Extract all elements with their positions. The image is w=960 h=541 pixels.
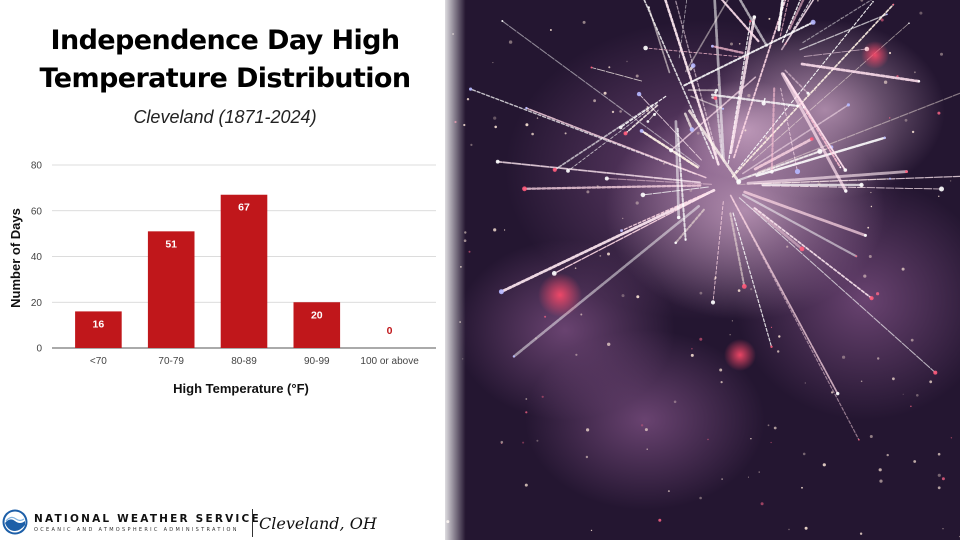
- agency-name: NATIONAL WEATHER SERVICE: [34, 513, 261, 525]
- subtitle: Cleveland (1871-2024): [0, 107, 450, 128]
- bar-value-label: 0: [387, 325, 393, 337]
- bar-value-label: 51: [165, 238, 177, 250]
- office-name: Cleveland, OH: [259, 514, 377, 533]
- y-tick-label: 20: [31, 298, 43, 309]
- footer: NATIONAL WEATHER SERVICE OCEANIC AND ATM…: [0, 505, 445, 541]
- title-line-2: Temperature Distribution: [0, 60, 450, 98]
- bar-value-label: 67: [238, 202, 250, 214]
- y-axis-ticks: 0 20 40 60 80: [31, 161, 43, 355]
- y-tick-label: 60: [31, 206, 43, 217]
- x-tick-label: 70-79: [158, 356, 184, 367]
- x-tick-label: <70: [90, 356, 107, 367]
- bar: [221, 195, 268, 348]
- x-tick-label: 100 or above: [360, 356, 419, 367]
- title-line-1: Independence Day High: [0, 22, 450, 60]
- agency-subtitle: OCEANIC AND ATMOSPHERIC ADMINISTRATION: [34, 527, 239, 533]
- bar-value-label: 16: [93, 318, 105, 330]
- noaa-logo-icon: [2, 509, 28, 535]
- bar-chart: 0 20 40 60 80 16 51 67 20 0 <70 70-79 80-89 90-99 10…: [0, 150, 445, 410]
- chart-bars: 16 51 67 20 0: [75, 195, 393, 348]
- x-axis-label: High Temperature (°F): [173, 381, 309, 396]
- x-tick-label: 80-89: [231, 356, 257, 367]
- fireworks-photo: [445, 0, 960, 540]
- page-title: Independence Day High Temperature Distri…: [0, 22, 450, 98]
- infographic-panel: Independence Day High Temperature Distri…: [0, 0, 445, 540]
- x-axis-ticks: <70 70-79 80-89 90-99 100 or above: [90, 356, 419, 367]
- x-tick-label: 90-99: [304, 356, 330, 367]
- y-axis-label: Number of Days: [8, 208, 23, 308]
- y-tick-label: 40: [31, 252, 43, 263]
- y-tick-label: 0: [36, 344, 42, 355]
- y-tick-label: 80: [31, 161, 43, 172]
- footer-divider: [252, 509, 253, 537]
- bar-value-label: 20: [311, 309, 323, 321]
